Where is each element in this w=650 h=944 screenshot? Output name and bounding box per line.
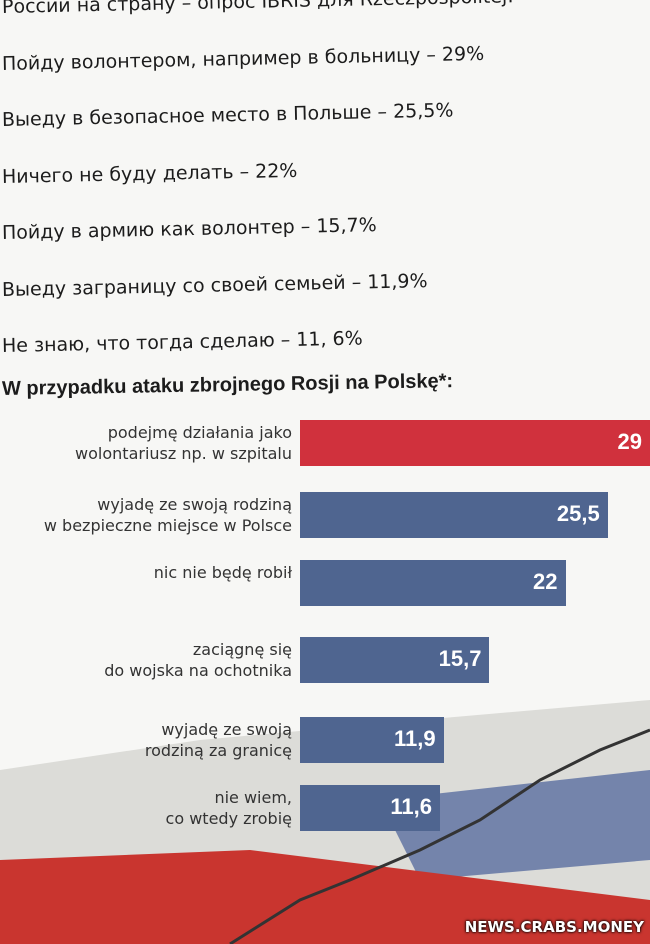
value-label: 22 [533, 569, 558, 594]
watermark: NEWS.CRABS.MONEY [464, 918, 644, 936]
category-label: nie wiem, co wtedy zrobię [165, 788, 292, 828]
value-label: 25,5 [556, 501, 600, 526]
bar [300, 560, 566, 606]
bar [300, 420, 650, 466]
value-label: 11,9 [394, 726, 436, 751]
bar [300, 637, 490, 683]
category-label: nic nie będę robił [153, 563, 292, 582]
category-label: wyjadę ze swoją rodziną w bezpieczne mie… [43, 495, 292, 535]
value-label: 29 [617, 429, 642, 454]
category-label: podejmę działania jako wolontariusz np. … [75, 423, 292, 463]
bar [300, 717, 444, 763]
value-label: 15,7 [438, 646, 482, 671]
bar [300, 785, 440, 831]
category-label: zaciągnę się do wojska na ochotnika [104, 640, 292, 680]
value-label: 11,6 [390, 794, 432, 819]
bar [300, 492, 608, 538]
category-label: wyjadę ze swoją rodziną za granicę [144, 720, 292, 760]
